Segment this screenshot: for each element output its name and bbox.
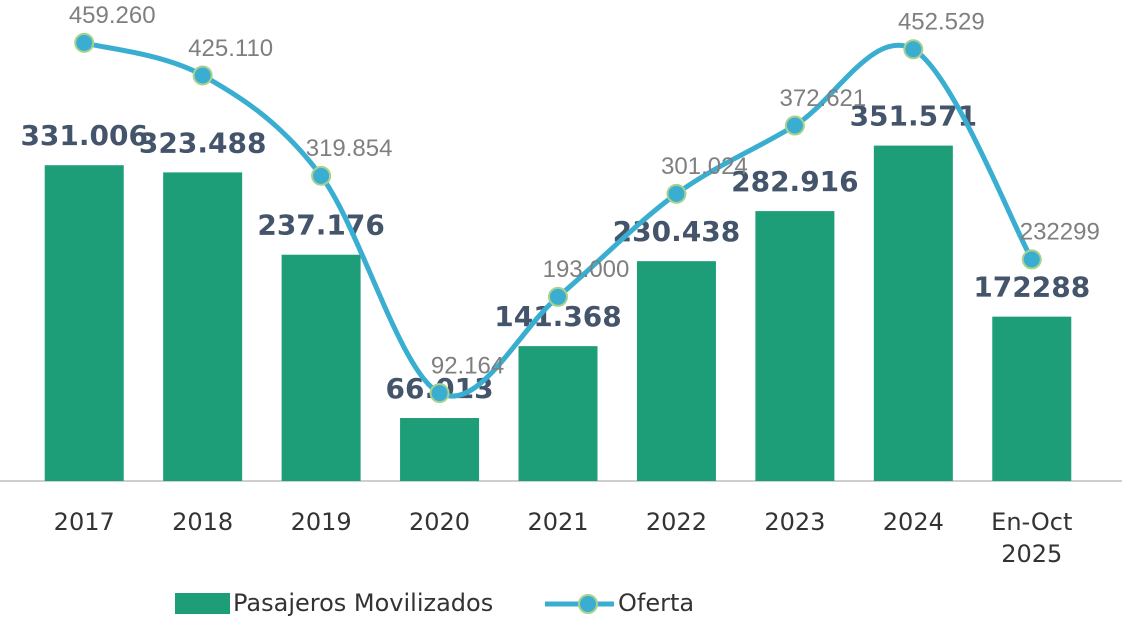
bar — [636, 261, 716, 481]
bar — [992, 316, 1072, 481]
x-tick-label: 2020 — [409, 508, 471, 536]
bar — [518, 346, 598, 481]
line-label: 92.164 — [431, 352, 504, 379]
bar-label: 237.176 — [257, 209, 385, 242]
line-marker — [548, 286, 568, 307]
bar-label: 172288 — [973, 271, 1090, 304]
x-tick-label: 2023 — [764, 508, 826, 536]
line-marker — [311, 165, 332, 186]
bar — [163, 172, 243, 481]
line-label: 232299 — [1020, 219, 1100, 246]
line-label: 459.260 — [69, 2, 156, 29]
line-marker — [429, 383, 450, 404]
x-tick-label: 2018 — [172, 508, 234, 536]
bar — [873, 145, 953, 482]
x-tick-label: 2022 — [645, 508, 707, 536]
x-tick-label: 2017 — [53, 508, 115, 536]
legend-label: Oferta — [618, 589, 694, 617]
bar-label: 331.006 — [20, 119, 148, 152]
line-label: 301.024 — [661, 153, 748, 180]
line-label: 193.000 — [543, 256, 630, 283]
line-marker — [1021, 249, 1042, 270]
x-tick-label: 2024 — [882, 508, 944, 536]
bar-label: 282.916 — [731, 165, 859, 198]
line-label: 372.621 — [780, 85, 867, 112]
bar — [755, 211, 835, 481]
bar — [400, 418, 480, 481]
legend-swatch — [175, 593, 230, 614]
line-marker — [903, 39, 924, 60]
line-label: 452.529 — [898, 9, 985, 36]
legend-marker — [578, 594, 598, 614]
x-tick-label: 2019 — [290, 508, 352, 536]
line-marker — [192, 65, 213, 86]
x-tick-label: En-Oct 2025 — [991, 508, 1073, 568]
bar — [281, 254, 361, 481]
line-marker — [74, 32, 95, 53]
legend-label: Pasajeros Movilizados — [233, 589, 493, 617]
line-label: 319.854 — [306, 135, 393, 162]
line-marker — [784, 115, 805, 136]
line-marker — [666, 183, 687, 204]
line-label: 425.110 — [188, 35, 273, 62]
x-tick-label: 2021 — [527, 508, 589, 536]
bar — [44, 165, 124, 481]
bar-label: 323.488 — [139, 126, 267, 159]
